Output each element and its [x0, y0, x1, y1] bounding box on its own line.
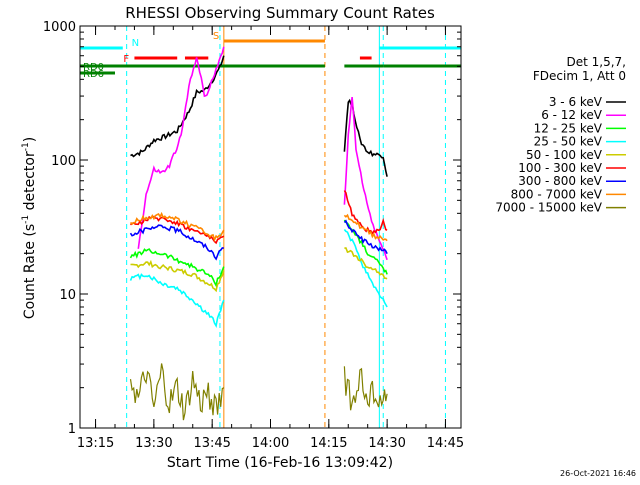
series-6-12-kev-segment-0	[137, 46, 225, 249]
series-3-6-kev	[130, 55, 388, 177]
x-tick-label-4: 14:15	[310, 436, 347, 451]
series-50-100-kev	[130, 247, 388, 293]
x-tick-label-0: 13:15	[77, 436, 114, 451]
series-7000-15000-kev-segment-0	[129, 363, 225, 421]
y-axis-title-part1: Count Rate (s	[22, 224, 38, 319]
series-7000-15000-kev	[129, 363, 388, 421]
series-800-7000-kev-segment-1	[343, 213, 388, 242]
x-axis-title: Start Time (16-Feb-16 13:09:42)	[167, 455, 393, 471]
series-12-25-kev-segment-0	[129, 248, 225, 288]
x-tick-label-1: 13:30	[135, 436, 172, 451]
legend-label-100-300-kev: 100 - 300 keV	[518, 161, 602, 175]
x-tick-label-6: 14:45	[427, 436, 464, 451]
flag-label-rd0: RD0	[83, 62, 104, 73]
series-25-50-kev-segment-1	[343, 229, 388, 308]
chart-title: RHESSI Observing Summary Count Rates	[125, 4, 435, 22]
y-tick-label-0: 1	[68, 422, 76, 437]
series-3-6-kev-segment-0	[130, 55, 225, 158]
legend-label-300-800-kev: 300 - 800 keV	[518, 174, 602, 188]
flag-label-n: N	[132, 38, 139, 49]
y-axis-ticks: 1 10 100 1000	[43, 20, 461, 437]
series-300-800-kev-segment-1	[343, 219, 388, 255]
series-25-50-kev-segment-0	[129, 273, 225, 329]
series-800-7000-kev-segment-0	[129, 211, 225, 243]
y-tick-label-1: 10	[59, 288, 76, 303]
y-axis-title-sup1: -1	[21, 215, 31, 224]
legend-label-800-7000-kev: 800 - 7000 keV	[511, 187, 603, 201]
legend-label-7000-15000-kev: 7000 - 15000 keV	[495, 201, 602, 215]
legend-label-25-50-kev: 25 - 50 keV	[534, 135, 603, 149]
series-800-7000-kev	[129, 211, 388, 243]
series-7000-15000-kev-segment-1	[343, 366, 388, 411]
legend-header-line2: FDecim 1, Att 0	[533, 69, 626, 83]
series-50-100-kev-segment-1	[344, 247, 388, 280]
flag-label-f: F	[123, 54, 129, 65]
y-axis-title-sup2: -1	[21, 142, 31, 151]
legend-label-12-25-kev: 12 - 25 keV	[534, 121, 603, 135]
series-6-12-kev-segment-1	[343, 97, 388, 261]
x-axis-ticks: 13:15 13:30 13:45 14:00 14:15 14:30 14:45	[77, 26, 464, 451]
flag-label-rd6: RD6	[83, 69, 104, 80]
flag-label-s: S	[213, 31, 219, 42]
y-axis-title-part3: )	[22, 137, 38, 142]
series-lines	[129, 46, 388, 421]
series-3-6-kev-segment-1	[343, 98, 388, 177]
x-tick-label-2: 13:45	[193, 436, 230, 451]
legend-label-3-6-kev: 3 - 6 keV	[549, 95, 603, 109]
series-100-300-kev-segment-1	[343, 190, 388, 236]
series-6-12-kev	[137, 46, 388, 261]
series-50-100-kev-segment-0	[130, 259, 225, 293]
x-tick-label-3: 14:00	[252, 436, 289, 451]
series-300-800-kev	[129, 219, 388, 261]
series-300-800-kev-segment-0	[129, 224, 224, 261]
x-tick-label-5: 14:30	[368, 436, 405, 451]
y-tick-label-2: 100	[51, 154, 76, 169]
footer-date: 26-Oct-2021 16:46	[560, 469, 636, 478]
legend-header-line1: Det 1,5,7,	[567, 55, 627, 69]
legend-label-50-100-kev: 50 - 100 keV	[526, 148, 603, 162]
legend-label-6-12-kev: 6 - 12 keV	[541, 108, 603, 122]
series-25-50-kev	[129, 229, 388, 329]
y-axis-title-part2: detector	[22, 151, 38, 215]
y-tick-label-3: 1000	[43, 20, 76, 35]
y-axis-title: Count Rate (s-1 detector-1)	[21, 137, 38, 319]
